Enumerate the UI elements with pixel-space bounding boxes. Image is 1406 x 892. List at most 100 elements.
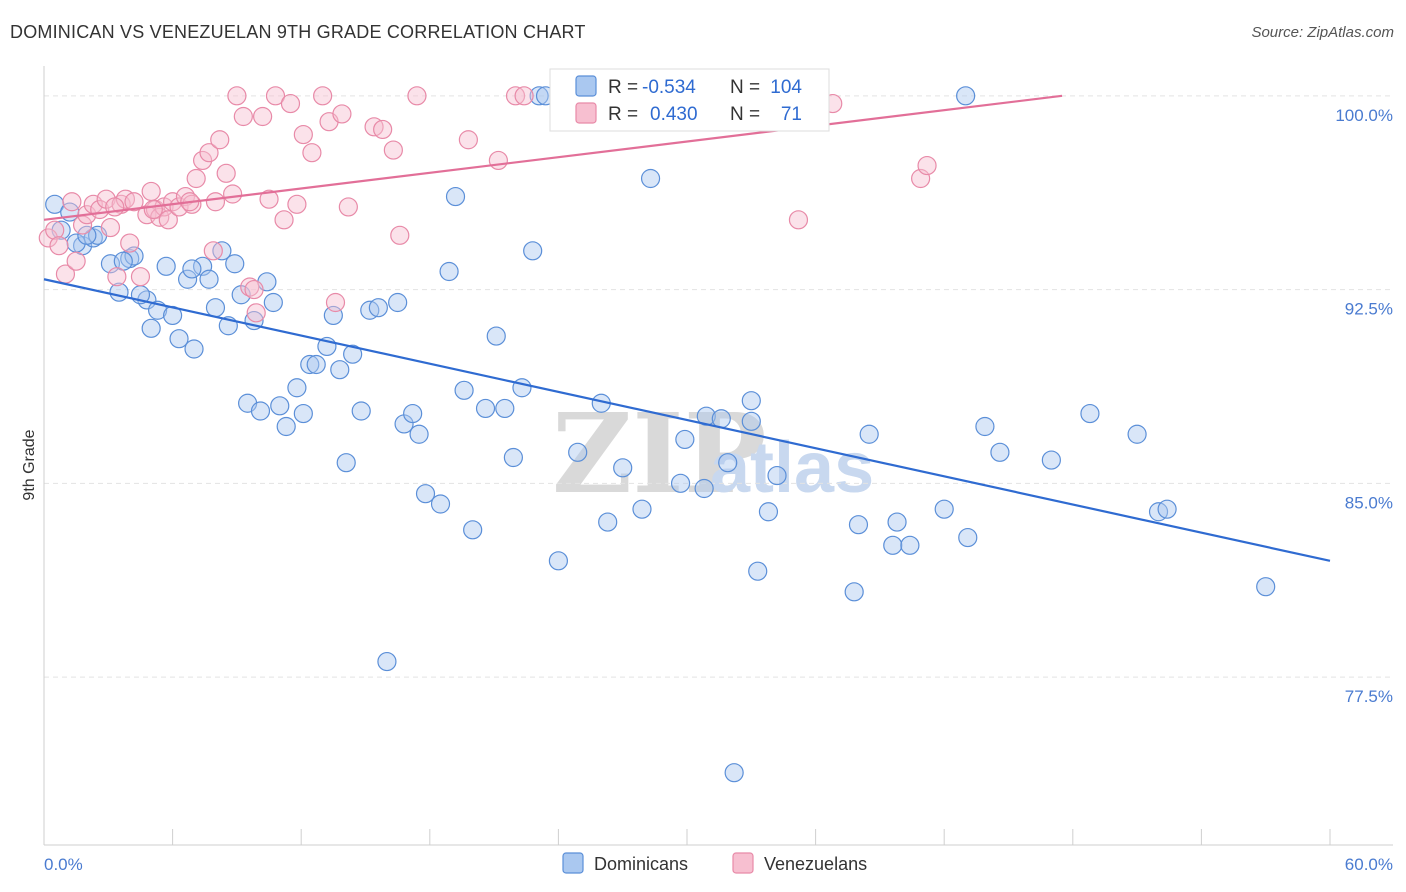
venezuelan-point [373,119,393,140]
y-tick-label: 77.5% [1345,687,1393,706]
watermark-zip: ZIP [552,389,766,518]
legend-swatch-venezuelans [575,102,597,124]
legend-r-label-venezuelans: R = [608,104,638,125]
venezuelan-point [141,181,161,202]
venezuelan-point [332,104,352,124]
dominican-point [956,86,976,106]
dominican-point [741,391,761,411]
dominican-point [548,551,569,571]
dominican-point [859,424,879,444]
venezuelan-point [338,197,358,217]
venezuelan-point [313,86,333,106]
legend-n-label-venezuelans: N = [730,104,760,125]
dominican-point [529,86,549,106]
venezuelan-point [514,86,534,106]
venezuelan-point [210,130,230,150]
dominican-point [523,241,543,261]
dominican-point [958,527,978,548]
venezuelan-point [100,217,121,238]
dominican-point [225,254,245,274]
series-legend-swatch-dominicans [562,852,584,874]
venezuelan-point [45,220,65,240]
watermark-atlas: atlas [710,428,874,508]
dominican-point [844,582,864,602]
dominican-point [675,429,695,450]
dominican-point [463,520,483,540]
dominican-point [250,401,271,421]
series-legend-venezuelans: Venezuelans [764,854,867,874]
venezuelan-point [158,210,178,230]
dominican-point [1256,577,1276,597]
venezuelan-point [199,143,219,163]
dominican-point [368,298,388,318]
dominican-point [184,339,204,359]
dominican-point [503,447,523,468]
dominican-point [724,763,744,783]
venezuelan-point [143,199,163,220]
dominican-point [430,494,451,514]
venezuelan-point [193,150,213,171]
dominican-point [403,403,423,424]
venezuelan-point [124,192,144,212]
venezuelan-point [233,106,253,127]
dominican-point [306,354,326,375]
venezuelan-point [407,86,427,106]
dominican-point [758,502,779,522]
y-axis-label: 9th Grade [21,429,38,500]
dominican-point [351,401,371,421]
dominican-point [270,396,290,416]
dominican-point [169,329,189,349]
venezuelan-point [182,194,202,214]
dominican-point [300,354,320,375]
y-tick-labels: 77.5% 85.0% 92.5% 100.0% [1335,106,1393,706]
venezuelan-point [253,106,273,127]
dominican-point [205,298,226,318]
venezuelan-point [223,184,243,204]
dominican-point [263,292,283,313]
x-tick-label-min: 0.0% [44,855,83,874]
legend-r-value-venezuelans: 0.430 [650,104,698,125]
venezuelan-point [227,86,247,106]
dominican-point [1080,403,1100,424]
legend-r-value-dominicans: -0.534 [642,77,696,98]
venezuelan-point [244,279,264,300]
dominican-point [276,416,296,437]
venezuelan-point [259,189,279,209]
dominican-point [77,225,97,245]
legend-n-label-dominicans: N = [730,77,760,98]
venezuelan-point [107,267,127,287]
venezuelan-point [265,86,286,106]
venezuelan-point [163,192,183,212]
gridlines [44,95,1393,678]
trend-lines [43,94,1331,562]
dominican-point [718,453,738,473]
dominican-point [670,473,691,493]
dominican-point [178,269,198,289]
dominican-point [900,535,920,555]
venezuelan-point [216,163,236,183]
stats-legend: R = -0.534 N = 104 R = 0.430 N = 71 [549,68,830,132]
venezuelan-point [302,143,322,163]
dominican-point [141,318,161,338]
dominican-point [568,442,588,462]
dominican-point [388,292,408,313]
dominican-point [377,651,397,672]
venezuelan-point [186,168,206,189]
series-legend-dominicans: Dominicans [594,854,688,874]
venezuelan-point [280,93,301,114]
dominican-point [990,442,1010,462]
dominican-point [883,535,903,555]
venezuelan-point [325,292,346,313]
dominican-point [439,261,459,282]
dominican-point [1157,499,1177,519]
dominican-point [454,380,474,400]
venezuelan-point [120,233,140,253]
dominican-point [975,416,995,437]
venezuelan-point [788,210,809,230]
venezuelan-point [383,140,403,160]
dominican-point [848,515,869,535]
dominican-point [330,360,350,380]
venezuelan-point [293,124,313,145]
legend-n-value-venezuelans: 71 [781,104,802,125]
